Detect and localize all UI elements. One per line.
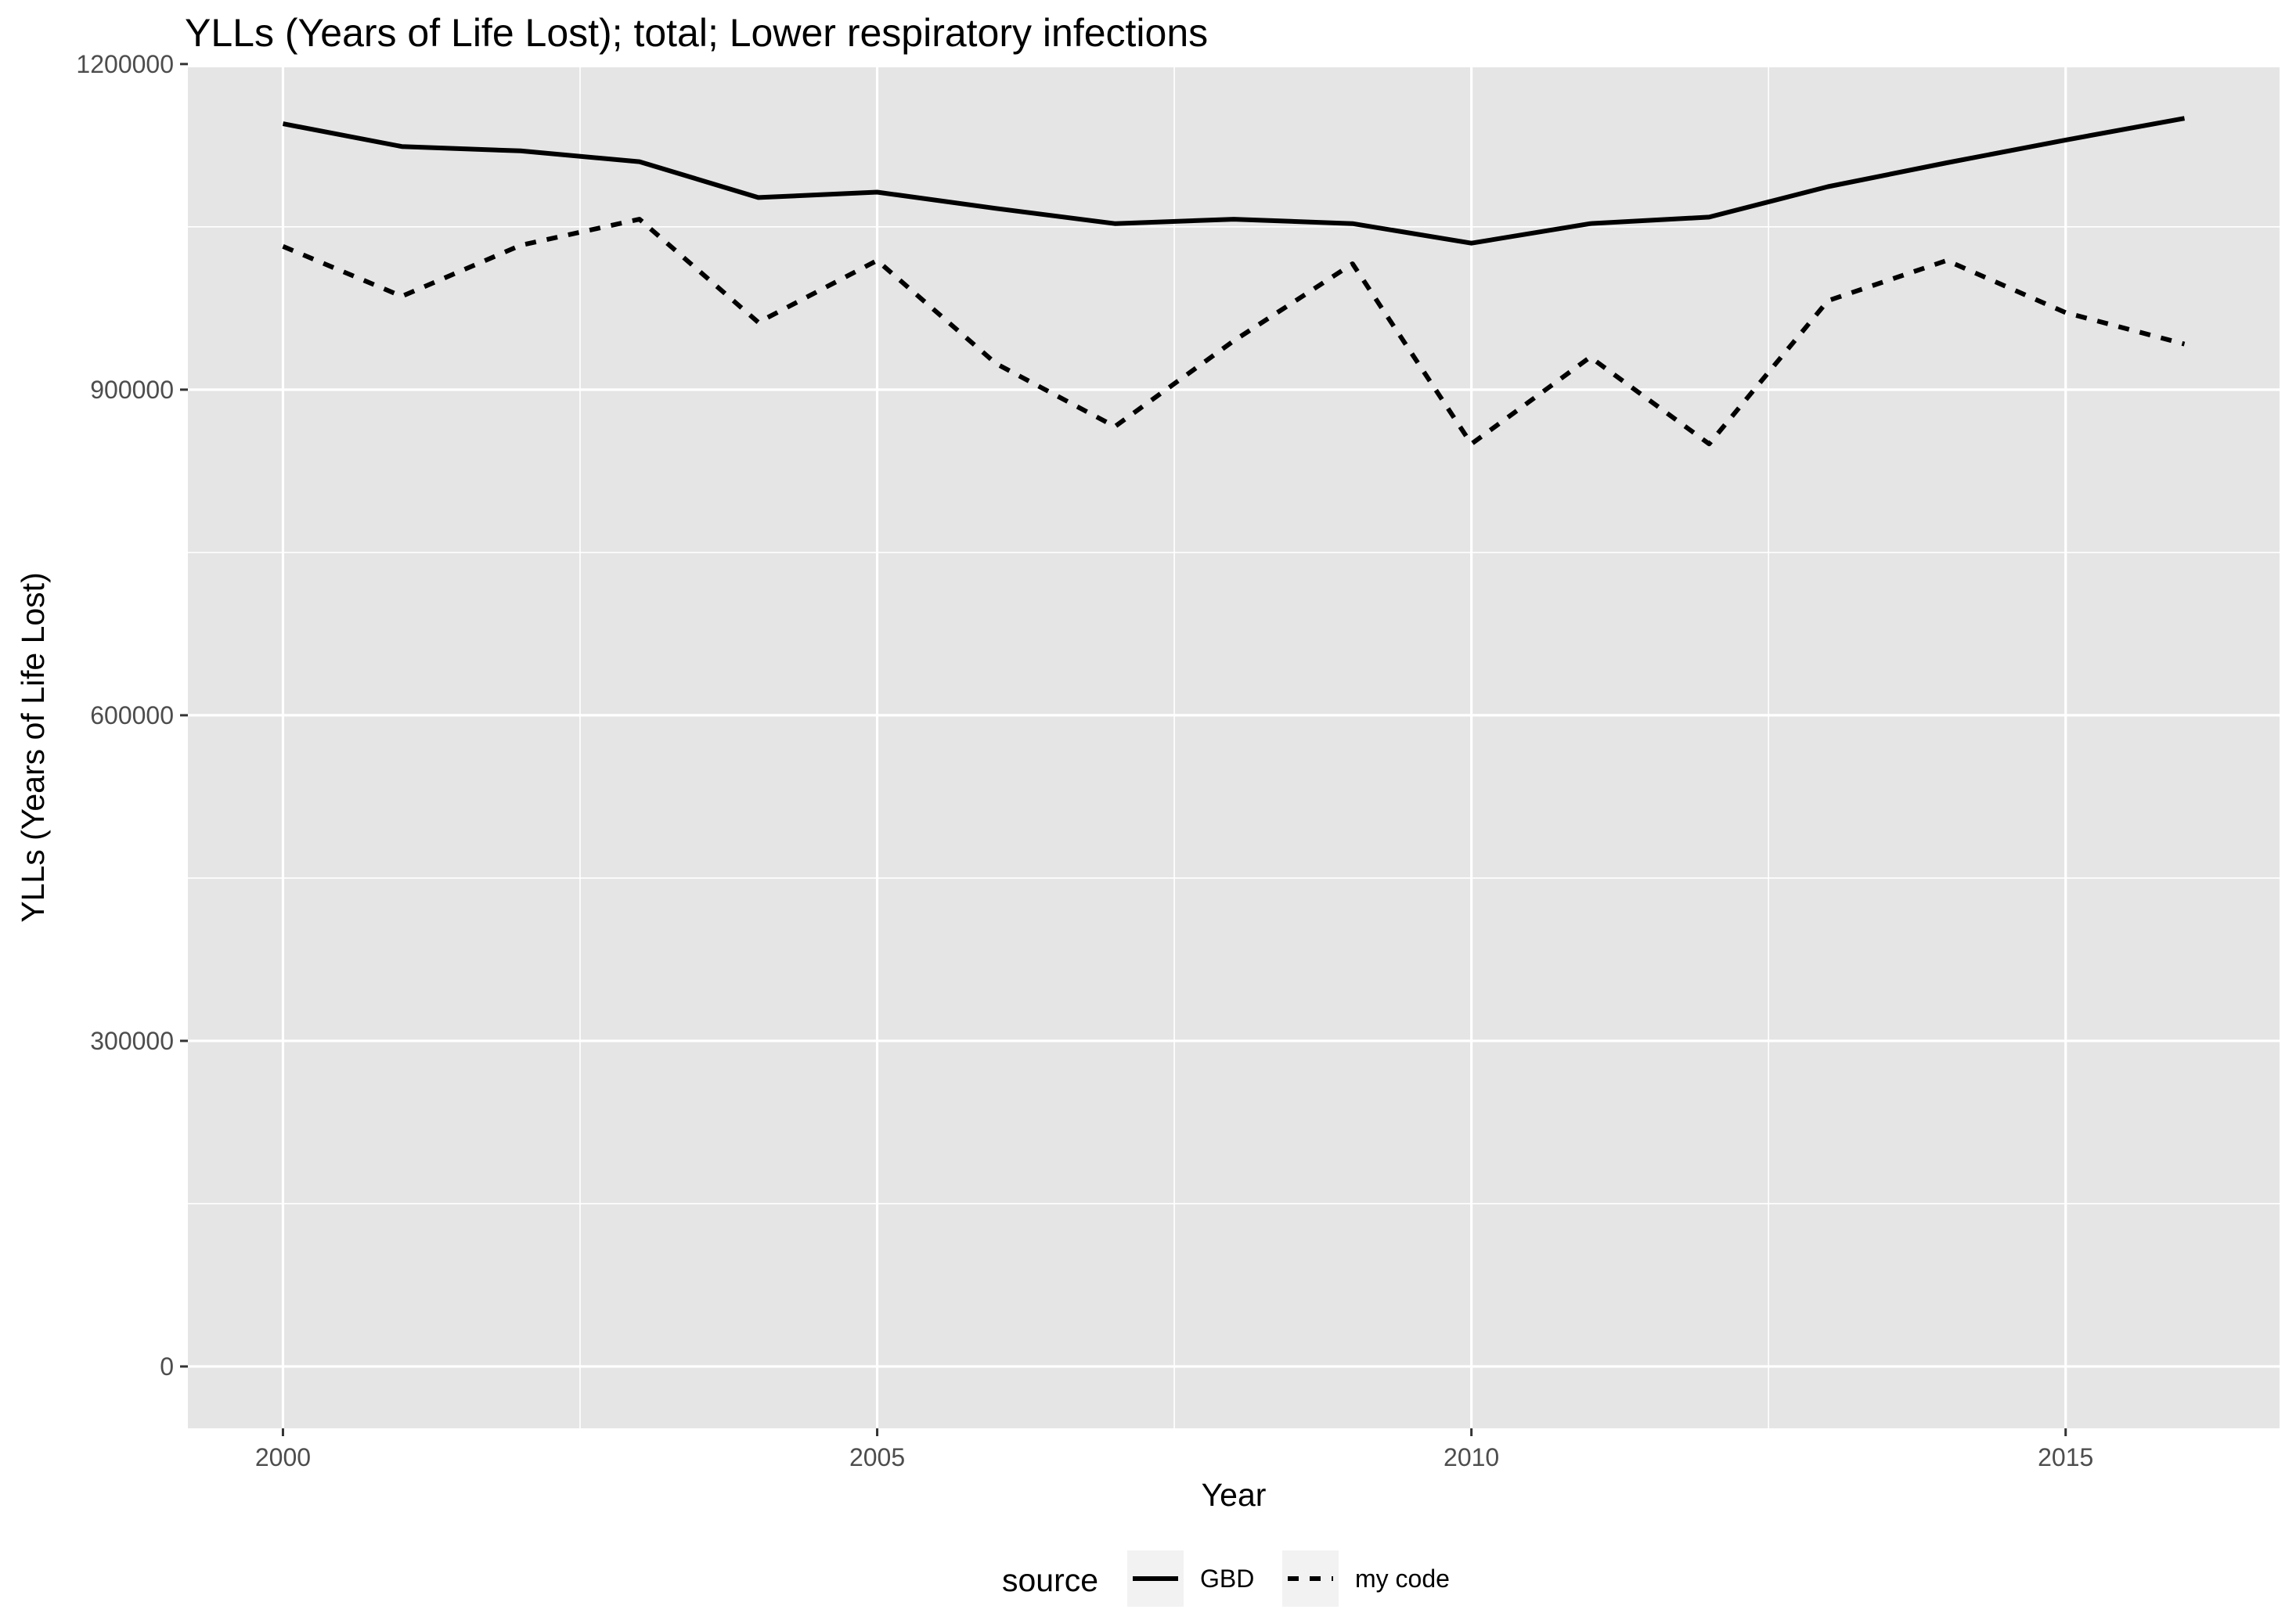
y-axis-title: YLLs (Years of Life Lost)	[15, 572, 51, 922]
plot-panel	[188, 67, 2280, 1428]
series-layer	[282, 116, 2186, 447]
legend-label-my-code: my code	[1355, 1565, 1450, 1593]
minor-grid	[188, 67, 2280, 1428]
series-line-my-code[interactable]	[282, 217, 2186, 447]
series-line-gbd[interactable]	[282, 116, 2186, 246]
x-tick-label: 2015	[2038, 1443, 2093, 1471]
x-tick-label: 2010	[1444, 1443, 1499, 1471]
y-tick-label: 600000	[90, 701, 174, 729]
major-grid	[188, 63, 2280, 1428]
x-tick-label: 2005	[849, 1443, 905, 1471]
legend-item-my-code[interactable]: my code	[1282, 1550, 1450, 1607]
legend-label-gbd: GBD	[1200, 1565, 1254, 1593]
x-tick-label: 2000	[255, 1443, 311, 1471]
y-tick-label: 1200000	[76, 50, 174, 78]
chart-title: YLLs (Years of Life Lost); total; Lower …	[185, 11, 1208, 55]
y-axis: 0 300000 600000 900000 1200000	[76, 50, 188, 1381]
x-axis: 2000 2005 2010 2015	[255, 1428, 2093, 1471]
y-tick-label: 0	[160, 1352, 174, 1381]
x-axis-title: Year	[1202, 1477, 1267, 1513]
legend: source GBD my code	[1002, 1550, 1450, 1607]
y-tick-label: 900000	[90, 376, 174, 404]
legend-title: source	[1002, 1562, 1098, 1598]
legend-item-gbd[interactable]: GBD	[1127, 1550, 1254, 1607]
y-tick-label: 300000	[90, 1027, 174, 1055]
